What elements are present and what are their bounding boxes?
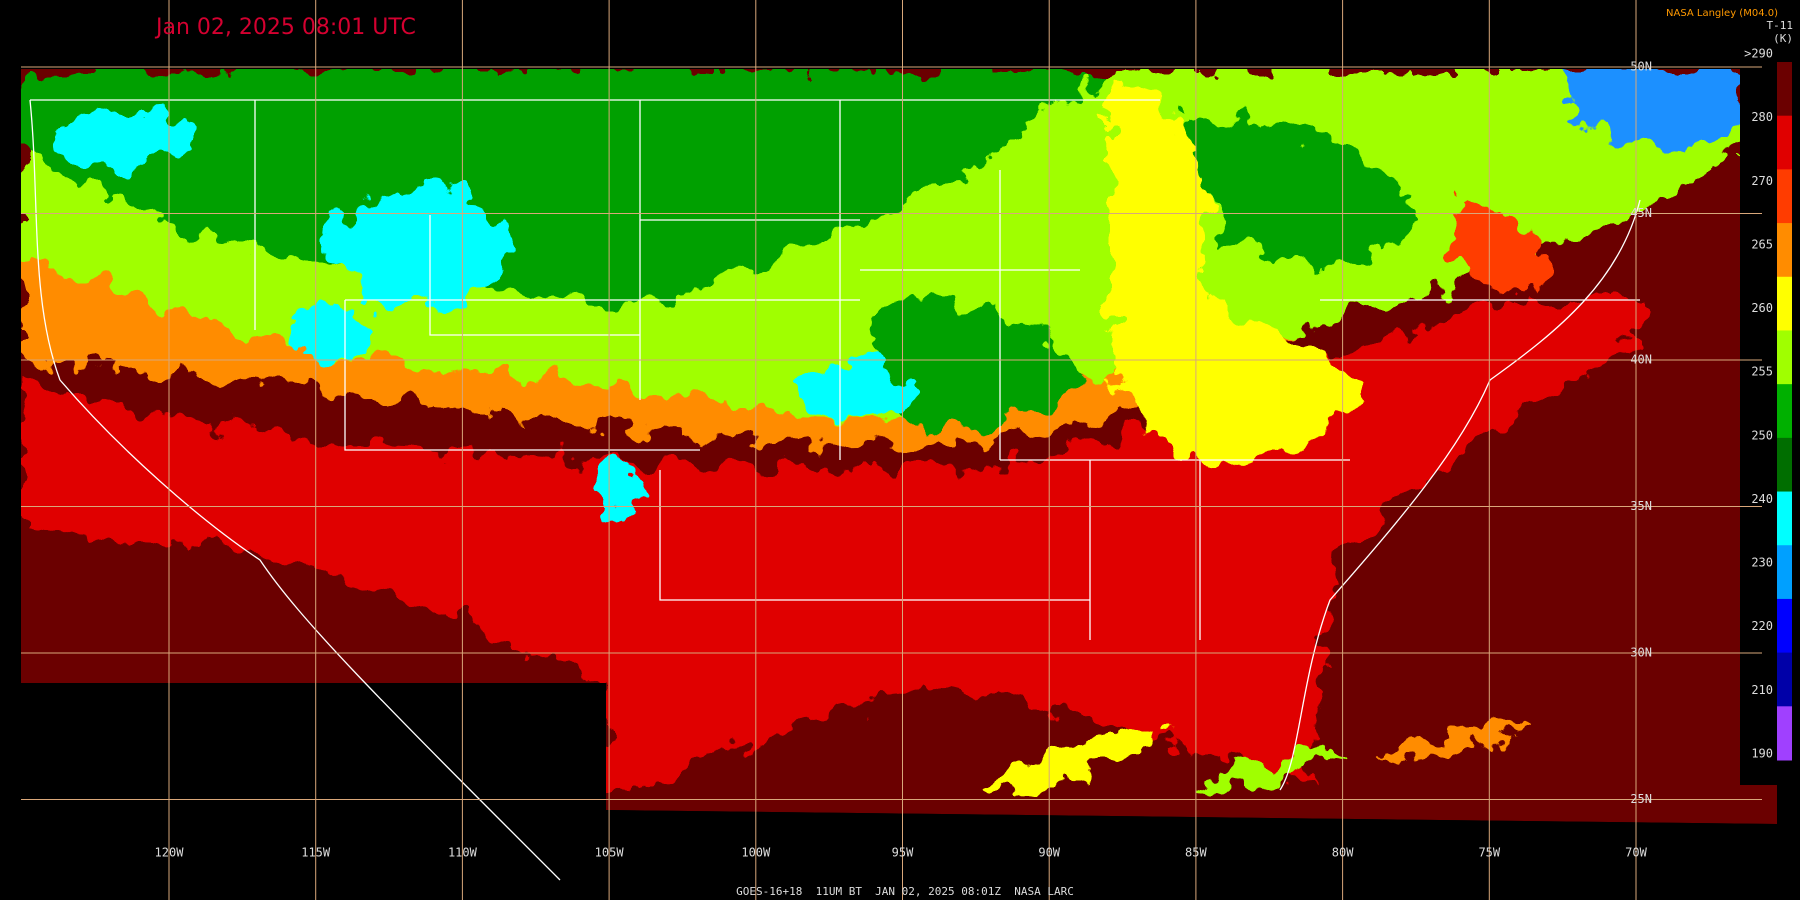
latitude-label: 35N [1630, 499, 1652, 513]
colorbar-segment [1777, 652, 1792, 707]
latitude-label: 25N [1630, 792, 1652, 806]
colorbar-label: 270 [1751, 174, 1773, 188]
cloud-fields [21, 69, 1740, 800]
colorbar-label: >290 [1744, 47, 1773, 61]
colorbar-segment [1777, 384, 1792, 439]
longitude-label: 75W [1478, 846, 1500, 860]
green-region [1180, 118, 1420, 264]
colorbar-segment [1777, 169, 1792, 224]
latitude-label: 45N [1630, 206, 1652, 220]
cloud-streak [1202, 749, 1338, 791]
latitude-label: 40N [1630, 353, 1652, 367]
longitude-label: 90W [1038, 846, 1060, 860]
cold-cloud [330, 190, 510, 310]
colorbar-label: 240 [1751, 492, 1773, 506]
longitude-label: 80W [1332, 846, 1354, 860]
longitude-label: 95W [892, 846, 914, 860]
colorbar-label: 190 [1751, 747, 1773, 761]
colorbar-segment [1777, 706, 1792, 761]
latitude-label: 30N [1630, 646, 1652, 660]
colorbar-label: 255 [1751, 365, 1773, 379]
imagery [21, 69, 1777, 824]
colorbar-segment [1777, 491, 1792, 546]
state-lines [30, 99, 1640, 640]
colorbar-segment [1777, 62, 1792, 117]
longitude-label: 85W [1185, 846, 1207, 860]
colorbar-segment [1777, 115, 1792, 170]
colorbar-product: T-11 [1767, 19, 1794, 32]
colorbar-segment [1777, 223, 1792, 278]
longitude-label: 120W [155, 846, 185, 860]
cold-cloud [50, 110, 190, 170]
colorbar-label: 220 [1751, 619, 1773, 633]
colorbar: >290 280 270 265 260 255 250 240 230 220 210 190 [1744, 47, 1792, 761]
colorbar-segment [1777, 330, 1792, 385]
colorbar-label: 260 [1751, 301, 1773, 315]
colorbar-segment [1777, 276, 1792, 331]
boundaries [29, 99, 1641, 881]
colorbar-segment [1777, 437, 1792, 493]
longitude-label: 100W [741, 846, 771, 860]
cold-region [1560, 69, 1740, 149]
longitude-label: 115W [301, 846, 331, 860]
colorbar-label: 210 [1751, 683, 1773, 697]
cold-cloud [590, 462, 650, 518]
colorbar-label: 250 [1751, 428, 1773, 442]
timestamp: Jan 02, 2025 08:01 UTC [154, 15, 416, 40]
orange-red-region [1450, 200, 1546, 293]
green-region [866, 298, 1080, 430]
longitude-label: 105W [595, 846, 625, 860]
cold-cloud [285, 305, 375, 355]
colorbar-label: 280 [1751, 110, 1773, 124]
green-region [21, 69, 1100, 300]
colorbar-segment [1777, 545, 1792, 600]
latitude-label: 50N [1630, 60, 1652, 74]
longitude-label: 70W [1625, 846, 1647, 860]
longitude-label: 110W [448, 846, 478, 860]
footer: GOES-16+18 11UM BT JAN 02, 2025 08:01Z N… [736, 885, 1074, 898]
cold-cloud [800, 365, 920, 415]
colorbar-segment [1777, 598, 1792, 654]
coastline [29, 99, 1641, 881]
cloud-streak [995, 726, 1165, 794]
graticule: 120W 115W 110W 105W 100W 95W 90W 85W 80W 75W 70W 50… [21, 0, 1762, 900]
colorbar-label: 230 [1751, 556, 1773, 570]
colorbar-label: 265 [1751, 237, 1773, 251]
yellow-region [1110, 80, 1360, 460]
colorbar-unit: (K) [1773, 32, 1793, 45]
credit: NASA Langley (M04.0) [1666, 8, 1778, 19]
